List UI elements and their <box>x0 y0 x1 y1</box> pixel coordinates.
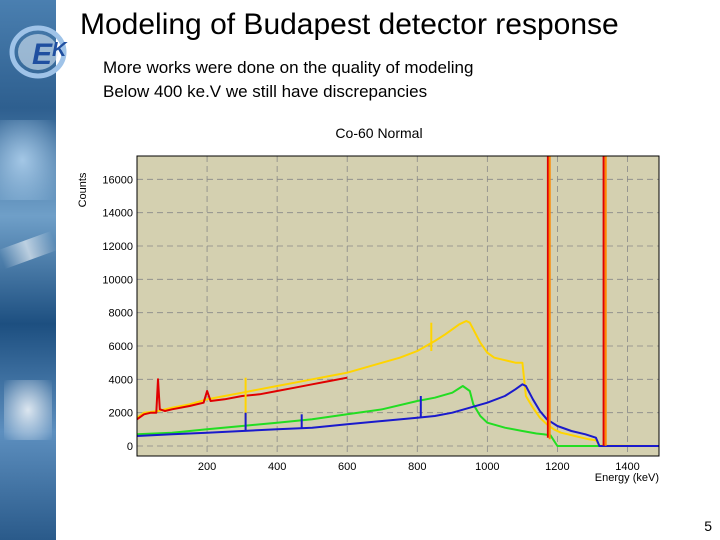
bullet-line: More works were done on the quality of m… <box>103 58 474 77</box>
y-axis-label: Counts <box>77 172 89 207</box>
series-line <box>136 376 348 421</box>
chart-panel: Co-60 Normal 200 400 600 800 1000 1200 1400 0 20… <box>56 118 707 495</box>
x-tick-label: 800 <box>408 461 426 473</box>
slide-sidebar-decoration <box>0 0 58 540</box>
sidebar-glow-lower <box>4 380 52 440</box>
svg-text:K: K <box>52 39 68 61</box>
series-line <box>136 383 659 447</box>
x-tick-label: 1200 <box>545 461 569 473</box>
chart-title: Co-60 Normal <box>335 125 422 141</box>
x-tick-label: 200 <box>198 461 216 473</box>
y-tick-label: 16000 <box>102 174 133 186</box>
sidebar-glow <box>0 120 56 200</box>
x-tick-label: 1000 <box>475 461 499 473</box>
chart-ticks: 200 400 600 800 1000 1200 14000200040006000800… <box>102 174 639 473</box>
bullet-line: Below 400 ke.V we still have discrepanci… <box>103 82 428 101</box>
plot-frame <box>136 155 660 457</box>
series-line <box>136 385 659 447</box>
y-tick-label: 14000 <box>102 208 133 220</box>
y-tick-label: 6000 <box>109 341 133 353</box>
slide-bullets: More works were done on the quality of m… <box>103 56 473 104</box>
page-number: 5 <box>704 518 712 534</box>
slide-title: Modeling of Budapest detector response <box>80 8 619 41</box>
x-tick-label: 600 <box>338 461 356 473</box>
x-tick-label: 1400 <box>615 461 639 473</box>
chart-series-layer <box>136 156 660 447</box>
y-tick-label: 0 <box>127 441 133 453</box>
sidebar-streak <box>0 231 58 269</box>
y-tick-label: 8000 <box>109 308 133 320</box>
series-line <box>136 320 660 447</box>
plot-area <box>137 156 659 456</box>
spectrum-chart: Co-60 Normal 200 400 600 800 1000 1200 1400020… <box>77 125 660 484</box>
svg-text:E: E <box>32 38 53 71</box>
y-tick-label: 12000 <box>102 241 133 253</box>
y-tick-label: 2000 <box>109 408 133 420</box>
x-axis-label: Energy (keV) <box>595 472 659 484</box>
y-tick-label: 4000 <box>109 374 133 386</box>
y-tick-label: 10000 <box>102 274 133 286</box>
ekf-logo-icon: E K <box>9 25 68 79</box>
chart-grid <box>137 156 659 456</box>
x-tick-label: 400 <box>268 461 286 473</box>
